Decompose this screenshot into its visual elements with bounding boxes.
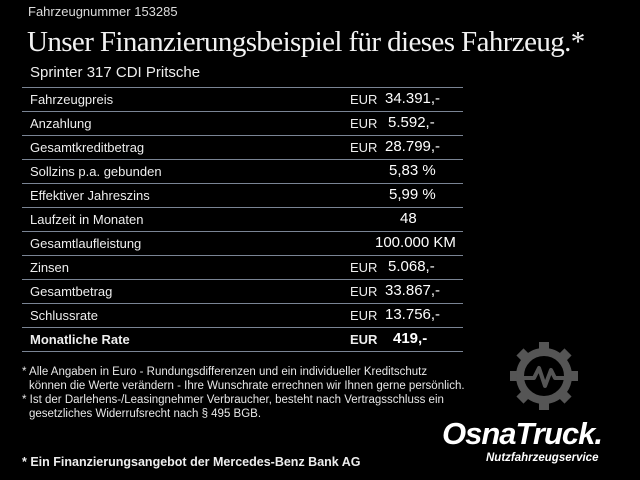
table-row: Schlussrate EUR 13.756,- xyxy=(22,304,463,328)
osnatruck-logo: OsnaTruck. xyxy=(442,416,603,451)
row-value: 34.391,- xyxy=(385,90,441,107)
row-label: Effektiver Jahreszins xyxy=(30,188,150,203)
bank-note: * Ein Finanzierungsangebot der Mercedes-… xyxy=(22,455,361,469)
gear-pulse-icon xyxy=(510,342,578,410)
vehicle-model: Sprinter 317 CDI Pritsche xyxy=(30,64,201,81)
row-value: 5.068,- xyxy=(388,258,435,275)
row-value: 13.756,- xyxy=(385,306,441,323)
row-currency: EUR xyxy=(350,116,378,131)
row-value: 5.592,- xyxy=(388,114,435,131)
row-label: Laufzeit in Monaten xyxy=(30,212,144,227)
row-label: Anzahlung xyxy=(30,116,92,131)
row-label: Fahrzeugpreis xyxy=(30,92,114,107)
table-row: Anzahlung EUR 5.592,- xyxy=(22,112,463,136)
table-row: Fahrzeugpreis EUR 34.391,- xyxy=(22,88,463,112)
page-title: Unser Finanzierungsbeispiel für dieses F… xyxy=(27,26,585,58)
row-label: Gesamtbetrag xyxy=(30,284,113,299)
row-currency: EUR xyxy=(350,92,378,107)
row-value: 100.000 KM xyxy=(375,234,456,251)
row-value: 33.867,- xyxy=(385,282,441,299)
row-value: 48 xyxy=(400,210,417,227)
row-value: 5,99 % xyxy=(389,186,436,203)
table-row: Sollzins p.a. gebunden 5,83 % xyxy=(22,160,463,184)
table-row: Zinsen EUR 5.068,- xyxy=(22,256,463,280)
table-row: Gesamtkreditbetrag EUR 28.799,- xyxy=(22,136,463,160)
row-label: Zinsen xyxy=(30,260,70,275)
table-row: Laufzeit in Monaten 48 xyxy=(22,208,463,232)
row-currency: EUR xyxy=(350,260,378,275)
table-row: Gesamtbetrag EUR 33.867,- xyxy=(22,280,463,304)
row-label: Schlussrate xyxy=(30,308,98,323)
row-label: Gesamtlaufleistung xyxy=(30,236,142,251)
row-label: Monatliche Rate xyxy=(30,332,130,347)
table-row: Gesamtlaufleistung 100.000 KM xyxy=(22,232,463,256)
row-currency: EUR xyxy=(350,332,378,347)
footnote-line: * Alle Angaben in Euro - Rundungsdiffere… xyxy=(22,366,428,378)
footnotes: * Alle Angaben in Euro - Rundungsdiffere… xyxy=(22,365,465,421)
logo-tagline: Nutzfahrzeugservice xyxy=(486,452,599,464)
row-currency: EUR xyxy=(350,140,378,155)
table-row: Effektiver Jahreszins 5,99 % xyxy=(22,184,463,208)
row-value: 5,83 % xyxy=(389,162,436,179)
financing-table: Fahrzeugpreis EUR 34.391,- Anzahlung EUR 5.5… xyxy=(22,87,463,352)
row-currency: EUR xyxy=(350,308,378,323)
vehicle-number: Fahrzeugnummer 153285 xyxy=(28,4,178,19)
footnote-line: können die Werte verändern - Ihre Wunsch… xyxy=(29,380,465,392)
row-currency: EUR xyxy=(350,284,378,299)
table-row-monthly-rate: Monatliche Rate EUR 419,- xyxy=(22,328,463,352)
row-value: 419,- xyxy=(393,330,428,347)
footnote-line: * Ist der Darlehens-/Leasingnehmer Verbr… xyxy=(22,394,444,406)
row-value: 28.799,- xyxy=(385,138,441,155)
row-label: Gesamtkreditbetrag xyxy=(30,140,145,155)
footnote-line: gesetzliches Widerrufsrecht nach § 495 B… xyxy=(29,408,262,420)
row-label: Sollzins p.a. gebunden xyxy=(30,164,162,179)
